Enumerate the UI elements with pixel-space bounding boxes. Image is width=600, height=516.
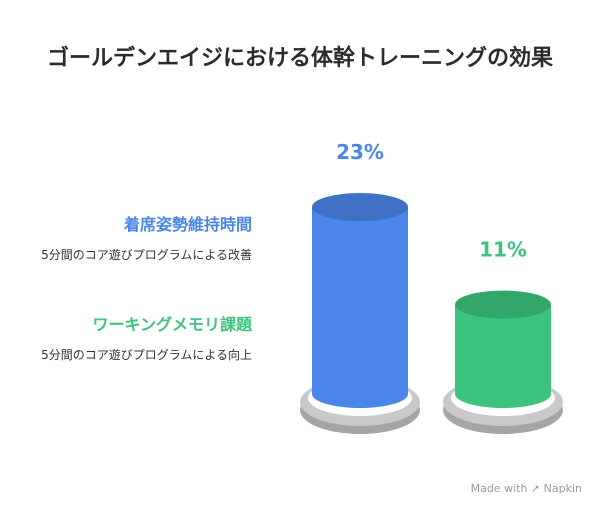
legend-item-sitting: 着席姿勢維持時間 5分間のコア遊びプログラムによる改善	[0, 214, 252, 265]
bar-top-0	[312, 193, 408, 222]
bar-body-0	[312, 207, 408, 408]
watermark-text: Made with	[470, 482, 528, 495]
legend-label-sitting: 着席姿勢維持時間	[123, 215, 252, 234]
chart-title: ゴールデンエイジにおける体幹トレーニングの効果	[46, 46, 553, 71]
legend-label-working-memory: ワーキングメモリ課題	[92, 315, 252, 334]
watermark-brand: Napkin	[543, 482, 582, 495]
bar-body-1	[455, 304, 551, 408]
napkin-logo-icon: ➚	[530, 482, 541, 495]
bar-value-label-0: 23%	[336, 140, 384, 164]
watermark: Made with ➚ Napkin	[471, 482, 582, 495]
legend-desc-sitting: 5分間のコア遊びプログラムによる改善	[41, 248, 252, 262]
bar-top-1	[455, 290, 551, 319]
legend-item-working-memory: ワーキングメモリ課題 5分間のコア遊びプログラムによる向上	[0, 314, 252, 365]
legend-desc-working-memory: 5分間のコア遊びプログラムによる向上	[41, 348, 252, 362]
bar-value-label-1: 11%	[479, 238, 527, 262]
